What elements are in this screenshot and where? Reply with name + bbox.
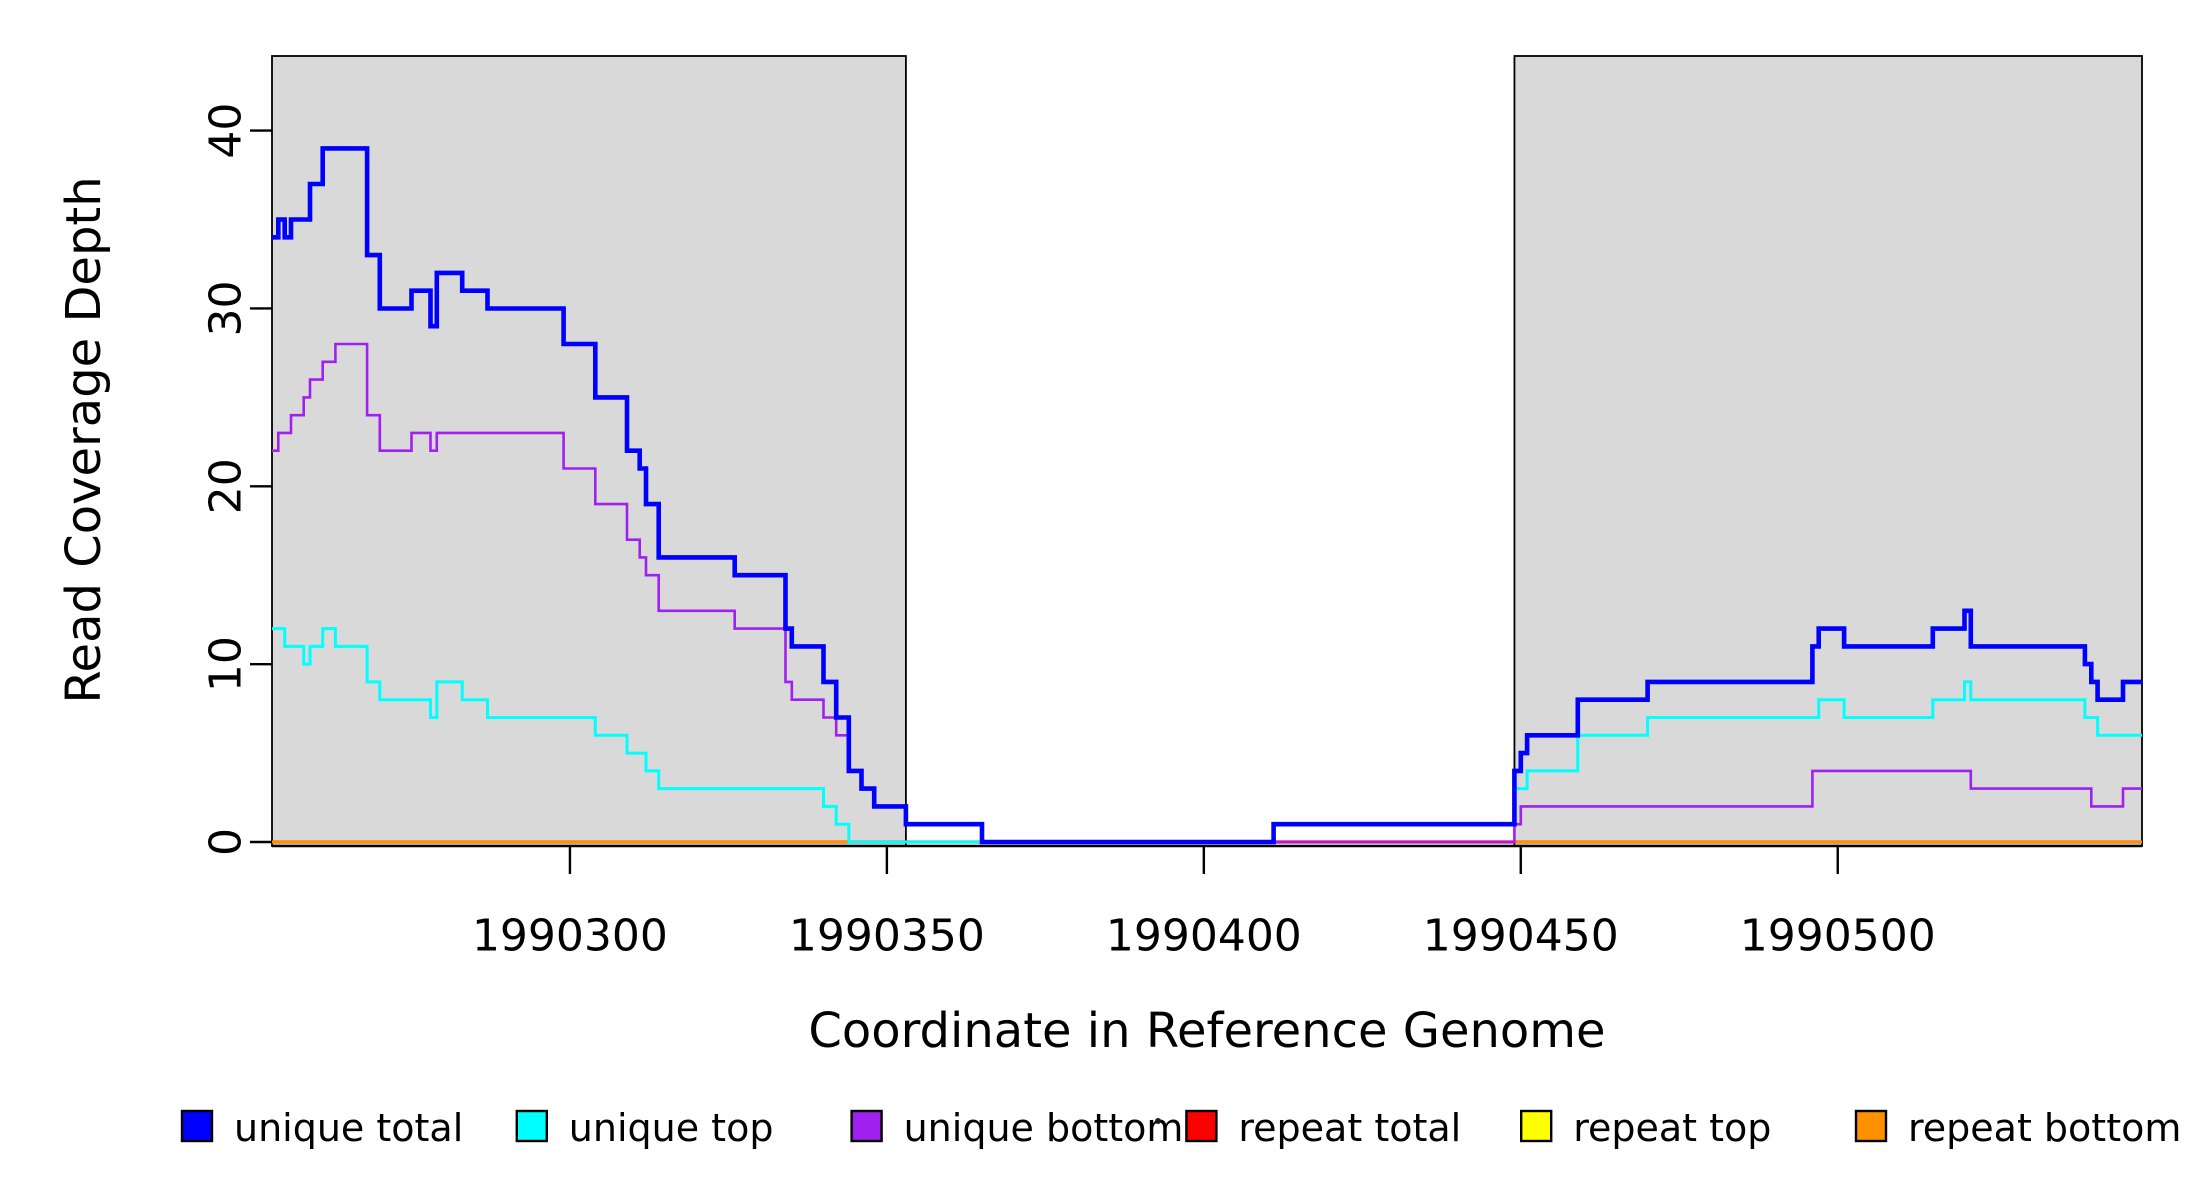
left-repeat-region bbox=[271, 55, 907, 847]
legend-item-repeat-total: repeat total bbox=[1185, 1106, 1461, 1150]
right-repeat-region bbox=[1513, 55, 2143, 847]
legend-label-repeat-total: repeat total bbox=[1238, 1106, 1461, 1150]
series-line-unique-total bbox=[272, 146, 2142, 845]
y-tick-label: 20 bbox=[201, 458, 252, 514]
legend-item-unique-top: unique top bbox=[515, 1106, 774, 1150]
legend-label-unique-bottom: unique bottom bbox=[904, 1106, 1184, 1150]
y-tick-label: 10 bbox=[201, 636, 252, 692]
x-tick-label: 1990400 bbox=[1106, 911, 1302, 962]
legend-item-unique-bottom: unique bottom bbox=[850, 1106, 1184, 1150]
y-tick-label: 0 bbox=[201, 828, 252, 856]
legend-swatch-repeat-bottom bbox=[1854, 1109, 1888, 1143]
x-tick-label: 1990350 bbox=[789, 911, 985, 962]
x-tick-label: 1990450 bbox=[1423, 911, 1619, 962]
legend-swatch-repeat-total bbox=[1185, 1109, 1218, 1143]
y-tick-label: 40 bbox=[201, 103, 252, 159]
legend-label-unique-total: unique total bbox=[234, 1106, 463, 1150]
chart-legend: unique total unique top unique bottom repea… bbox=[180, 1106, 2181, 1150]
x-tick-label: 1990300 bbox=[472, 911, 668, 962]
axes bbox=[250, 129, 2142, 874]
legend-item-repeat-bottom: repeat bottom bbox=[1854, 1106, 2181, 1150]
legend-label-unique-top: unique top bbox=[569, 1106, 774, 1150]
legend-item-unique-total: unique total bbox=[180, 1106, 463, 1150]
y-axis-title: Read Coverage Depth bbox=[56, 176, 112, 703]
coverage-series-lines bbox=[272, 146, 2142, 845]
legend-swatch-unique-total bbox=[180, 1109, 214, 1143]
legend-swatch-repeat-top bbox=[1519, 1109, 1553, 1143]
x-axis-title: Coordinate in Reference Genome bbox=[808, 1003, 1605, 1059]
tick-labels: 1990300 1990350 1990400 1990450 1990500 0 10 20… bbox=[201, 103, 1936, 962]
x-tick-label: 1990500 bbox=[1740, 911, 1936, 962]
series-line-unique-bottom bbox=[272, 342, 2142, 844]
legend-label-repeat-top: repeat top bbox=[1573, 1106, 1771, 1150]
shaded-repeat-regions bbox=[271, 55, 2143, 847]
legend-item-repeat-top: repeat top bbox=[1519, 1106, 1771, 1150]
y-tick-label: 30 bbox=[201, 280, 252, 336]
series-line-unique-top bbox=[272, 627, 2142, 844]
legend-label-repeat-bottom: repeat bottom bbox=[1908, 1106, 2181, 1150]
stray-dot-artifact bbox=[1155, 1118, 1161, 1124]
legend-swatch-unique-top bbox=[515, 1109, 548, 1143]
legend-swatch-unique-bottom bbox=[850, 1109, 883, 1143]
